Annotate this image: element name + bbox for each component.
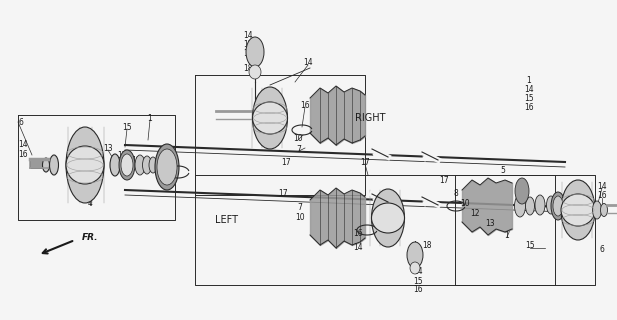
Text: 15: 15 bbox=[525, 242, 535, 251]
Text: 17: 17 bbox=[281, 157, 291, 166]
Text: 16: 16 bbox=[300, 100, 310, 109]
Ellipse shape bbox=[252, 102, 288, 134]
Text: 13: 13 bbox=[485, 219, 495, 228]
Ellipse shape bbox=[66, 127, 104, 203]
Ellipse shape bbox=[252, 87, 288, 149]
Text: 18: 18 bbox=[243, 63, 253, 73]
Ellipse shape bbox=[246, 37, 264, 67]
Text: 6: 6 bbox=[600, 245, 605, 254]
Ellipse shape bbox=[526, 197, 534, 215]
Ellipse shape bbox=[553, 196, 563, 216]
Ellipse shape bbox=[155, 144, 179, 190]
Ellipse shape bbox=[157, 149, 177, 185]
Text: 7: 7 bbox=[297, 145, 302, 154]
Text: 16: 16 bbox=[243, 49, 253, 58]
Ellipse shape bbox=[551, 192, 565, 220]
Ellipse shape bbox=[515, 195, 526, 217]
Ellipse shape bbox=[592, 201, 602, 219]
Text: LEFT: LEFT bbox=[215, 215, 238, 225]
Ellipse shape bbox=[49, 155, 59, 175]
Text: FR.: FR. bbox=[82, 233, 99, 242]
Text: 12: 12 bbox=[117, 150, 126, 159]
Ellipse shape bbox=[600, 204, 608, 217]
Ellipse shape bbox=[66, 146, 104, 184]
Text: 6: 6 bbox=[18, 117, 23, 126]
Ellipse shape bbox=[561, 180, 595, 240]
Bar bbox=[30, 159, 48, 168]
Text: 10: 10 bbox=[295, 213, 305, 222]
Text: 14: 14 bbox=[353, 243, 363, 252]
Ellipse shape bbox=[119, 150, 135, 180]
Text: 16: 16 bbox=[413, 285, 423, 294]
Ellipse shape bbox=[547, 196, 555, 214]
Ellipse shape bbox=[121, 154, 133, 176]
Ellipse shape bbox=[110, 154, 120, 176]
Text: 10: 10 bbox=[293, 133, 303, 142]
Text: 18: 18 bbox=[422, 242, 432, 251]
Ellipse shape bbox=[135, 155, 145, 175]
Text: 7: 7 bbox=[297, 204, 302, 212]
Ellipse shape bbox=[407, 242, 423, 268]
Ellipse shape bbox=[371, 203, 405, 233]
Text: 14: 14 bbox=[243, 30, 253, 39]
Ellipse shape bbox=[149, 157, 157, 173]
Ellipse shape bbox=[515, 178, 529, 204]
Ellipse shape bbox=[535, 195, 545, 215]
Text: 12: 12 bbox=[470, 209, 480, 218]
Text: 15: 15 bbox=[243, 39, 253, 49]
Text: RIGHT: RIGHT bbox=[355, 113, 386, 123]
Ellipse shape bbox=[410, 262, 420, 274]
Text: 1: 1 bbox=[527, 76, 531, 84]
Text: 16: 16 bbox=[597, 191, 607, 201]
Ellipse shape bbox=[561, 194, 595, 226]
Text: 8: 8 bbox=[453, 188, 458, 197]
Text: 14: 14 bbox=[597, 181, 607, 190]
Text: 10: 10 bbox=[131, 156, 141, 164]
Text: 16: 16 bbox=[353, 229, 363, 238]
Text: 16: 16 bbox=[524, 102, 534, 111]
Text: 14: 14 bbox=[524, 84, 534, 93]
Text: 17: 17 bbox=[278, 188, 288, 197]
Text: 1: 1 bbox=[147, 114, 152, 123]
Text: 14: 14 bbox=[413, 268, 423, 276]
Text: 14: 14 bbox=[303, 58, 313, 67]
Text: 10: 10 bbox=[460, 198, 470, 207]
Text: 5: 5 bbox=[500, 165, 505, 174]
Text: 16: 16 bbox=[18, 149, 28, 158]
Text: 8: 8 bbox=[147, 161, 152, 170]
Text: 15: 15 bbox=[122, 123, 132, 132]
Ellipse shape bbox=[43, 158, 49, 172]
Text: 17: 17 bbox=[439, 175, 449, 185]
Text: 15: 15 bbox=[413, 276, 423, 285]
Text: 1: 1 bbox=[505, 230, 510, 239]
Text: 17: 17 bbox=[360, 157, 370, 166]
Text: 13: 13 bbox=[103, 143, 113, 153]
Text: 14: 14 bbox=[18, 140, 28, 148]
Ellipse shape bbox=[371, 189, 405, 247]
Ellipse shape bbox=[249, 65, 261, 79]
Text: 14: 14 bbox=[410, 259, 420, 268]
Text: 4: 4 bbox=[88, 198, 93, 207]
Text: 15: 15 bbox=[524, 93, 534, 102]
Text: 17: 17 bbox=[163, 171, 173, 180]
Ellipse shape bbox=[143, 156, 152, 174]
